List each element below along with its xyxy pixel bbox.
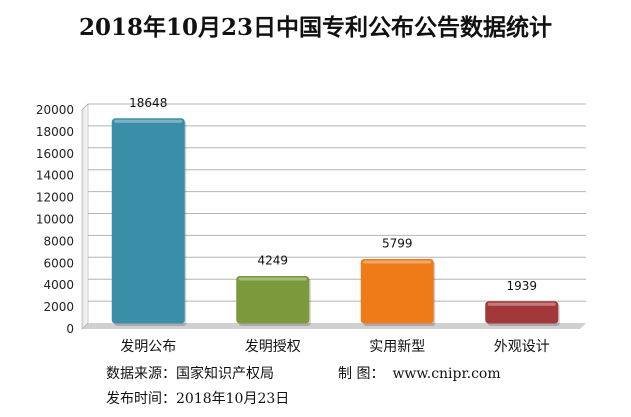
bar [360, 259, 436, 326]
category-label: 外观设计 [494, 339, 550, 355]
bar [236, 275, 311, 326]
y-tick-label: 16000 [36, 147, 74, 161]
publish-date-line: 发布时间：2018年10月23日 [106, 388, 289, 408]
y-axis-ticks: 0 2000 4000 6000 8000 10000 12000 14000 16000 180… [36, 103, 74, 336]
source-value: 国家知识产权局 [176, 366, 274, 382]
category-labels: 发明公布 发明授权 实用新型 外观设计 [120, 339, 550, 355]
y-tick-label: 14000 [36, 169, 74, 183]
bars [111, 118, 560, 326]
y-tick-label: 0 [66, 322, 74, 336]
data-label: 18648 [129, 96, 167, 110]
data-label: 4249 [257, 253, 288, 267]
y-tick-label: 4000 [43, 278, 74, 292]
y-tick-label: 2000 [43, 300, 74, 314]
date-value: 2018年10月23日 [176, 391, 290, 407]
bar-body [360, 259, 434, 324]
y-tick-label: 18000 [36, 125, 74, 139]
bar-highlight [238, 277, 307, 281]
maker-label: 制 图： [338, 366, 385, 382]
bar [485, 301, 560, 326]
plot-floor [82, 323, 586, 329]
category-label: 发明公布 [120, 339, 176, 355]
bar [111, 118, 187, 326]
bar-body [485, 301, 559, 324]
maker-line: 制 图： www.cnipr.com [338, 363, 501, 383]
y-tick-label: 10000 [36, 213, 74, 227]
data-label: 1939 [506, 279, 537, 293]
bar-highlight [363, 260, 432, 264]
maker-value: www.cnipr.com [392, 366, 501, 382]
y-tick-label: 12000 [36, 191, 74, 205]
data-source-line: 数据来源：国家知识产权局 [106, 363, 274, 383]
y-tick-label: 6000 [43, 256, 74, 270]
y-tick-label: 20000 [36, 103, 74, 117]
bar-highlight [114, 119, 183, 123]
y-tick-label: 8000 [43, 234, 74, 248]
chart-title: 2018年10月23日中国专利公布公告数据统计 [78, 14, 553, 41]
data-label: 5799 [382, 237, 413, 251]
source-label: 数据来源： [106, 366, 176, 382]
bar-body [236, 275, 310, 324]
plot-side-wall [81, 103, 89, 330]
data-labels: 18648 4249 5799 1939 [129, 96, 537, 293]
category-label: 发明授权 [245, 339, 301, 355]
bar-body [111, 118, 185, 324]
date-label: 发布时间： [106, 391, 176, 407]
category-label: 实用新型 [369, 339, 425, 355]
bar-highlight [487, 302, 556, 306]
